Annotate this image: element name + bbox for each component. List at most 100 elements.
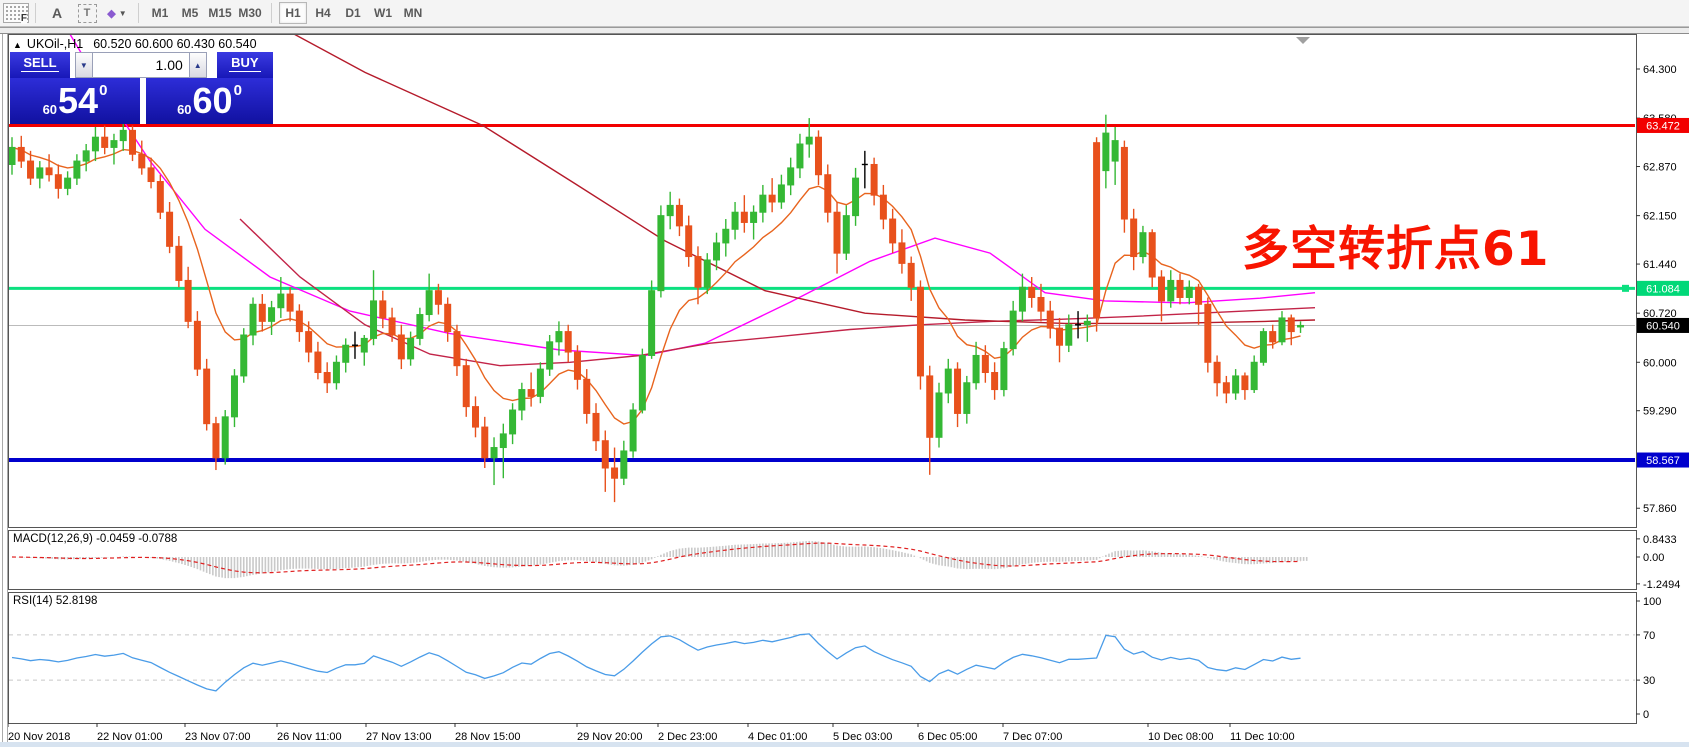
candle-body xyxy=(1250,361,1258,391)
hline-handle[interactable] xyxy=(1622,284,1629,292)
timeframe-button-M1[interactable]: M1 xyxy=(151,6,169,20)
timeframe-button-M30[interactable]: M30 xyxy=(238,6,262,20)
buy-button[interactable]: BUY xyxy=(216,52,273,78)
candle-body xyxy=(1222,382,1230,394)
window-splitter[interactable] xyxy=(0,27,1689,34)
volume-increase-button[interactable]: ▲ xyxy=(188,52,207,78)
time-tick-label: 7 Dec 07:00 xyxy=(1003,731,1062,743)
rsi-tick-label: 70 xyxy=(1643,630,1655,642)
macd-signal-line xyxy=(11,542,1301,574)
sell-price-display[interactable]: 60 54 0 xyxy=(10,78,140,124)
candle-body xyxy=(601,440,609,469)
candle-body xyxy=(1130,218,1138,258)
timeframe-button-H4[interactable]: H4 xyxy=(315,6,331,20)
time-tick-label: 29 Nov 20:00 xyxy=(577,731,642,743)
candle-body xyxy=(1018,286,1026,312)
candle-body xyxy=(45,167,53,176)
text-label-icon[interactable]: A xyxy=(51,5,63,21)
volume-decrease-button[interactable]: ▼ xyxy=(74,52,93,78)
chart-shift-marker-icon[interactable] xyxy=(1296,37,1310,44)
symbol-label: UKOil-,H1 xyxy=(26,37,84,51)
macd-tick-label: 0.8433 xyxy=(1643,534,1677,546)
price-tag-label: 60.540 xyxy=(1646,320,1680,332)
volume-input[interactable] xyxy=(92,52,189,78)
candle-body xyxy=(1195,286,1203,305)
price-tick-label: 60.000 xyxy=(1643,357,1677,369)
candle-body xyxy=(138,153,146,169)
candle-body xyxy=(611,467,619,479)
buy-price-small: 60 xyxy=(177,102,192,117)
candle-body xyxy=(193,320,201,370)
candle-body xyxy=(1000,348,1008,391)
candle-body xyxy=(1259,331,1267,363)
candle-body xyxy=(472,406,479,428)
time-tick-label: 26 Nov 11:00 xyxy=(277,731,342,743)
timeframe-button-M15[interactable]: M15 xyxy=(208,6,232,20)
candle-body xyxy=(777,184,785,203)
status-strip xyxy=(0,742,1689,747)
candle-body xyxy=(388,317,396,336)
candle-body xyxy=(268,307,276,322)
candle-body xyxy=(685,225,693,258)
price-tag-label: 63.472 xyxy=(1646,120,1680,132)
candle-body xyxy=(342,344,350,363)
candle-body xyxy=(1278,317,1286,343)
macd-panel xyxy=(8,530,1637,590)
toolbar-separator xyxy=(271,3,272,23)
candle-body xyxy=(166,211,174,247)
sell-button[interactable]: SELL xyxy=(10,52,70,78)
candle-body xyxy=(722,228,730,244)
candle-body xyxy=(462,365,470,408)
candle-body xyxy=(314,351,322,374)
candle-body xyxy=(360,337,368,353)
annotation-text[interactable]: 多空转折点61 xyxy=(1242,222,1550,277)
timeframe-button-M5[interactable]: M5 xyxy=(181,6,199,20)
candle-body xyxy=(1185,286,1193,298)
candle-body xyxy=(1241,375,1249,391)
candle-body xyxy=(481,426,489,459)
candle-body xyxy=(1148,232,1156,278)
candle-body xyxy=(870,163,878,196)
timeframe-button-MN[interactable]: MN xyxy=(403,6,423,20)
shapes-dropdown-icon[interactable]: ◆ ▼ xyxy=(103,2,131,24)
candle-body xyxy=(332,361,340,384)
rsi-tick-label: 30 xyxy=(1643,675,1655,687)
sell-button-label: SELL xyxy=(21,55,59,72)
candle-body xyxy=(703,259,711,288)
candle-body xyxy=(305,331,313,353)
candle-body xyxy=(824,174,832,213)
candle-body xyxy=(184,279,192,322)
text-box-icon[interactable]: T xyxy=(73,2,101,24)
buy-price-sup: 0 xyxy=(233,82,242,99)
time-tick-label: 11 Dec 10:00 xyxy=(1230,731,1295,743)
candle-body xyxy=(583,378,591,414)
timeframe-button-H1[interactable]: H1 xyxy=(279,2,307,24)
ma-mid-line xyxy=(69,35,1316,357)
triangle-marker-icon: ▲ xyxy=(13,40,22,50)
buy-price-display[interactable]: 60 60 0 xyxy=(146,78,273,124)
candle-body xyxy=(1102,132,1110,172)
chart-grid-f-icon[interactable]: F xyxy=(3,3,29,24)
candle-body xyxy=(573,351,581,380)
candle-body xyxy=(36,167,44,179)
candle-body xyxy=(425,290,433,316)
candle-body xyxy=(935,392,943,438)
candle-body xyxy=(221,416,229,459)
candle-body xyxy=(1028,286,1036,298)
macd-header: MACD(12,26,9) -0.0459 -0.0788 xyxy=(13,533,177,545)
candle-body xyxy=(564,331,572,353)
price-tag xyxy=(1637,280,1689,296)
timeframe-button-W1[interactable]: W1 xyxy=(374,6,392,20)
window-left-edge xyxy=(2,34,8,742)
chart-grid-f-label: F xyxy=(20,13,27,24)
candle-body xyxy=(518,389,526,411)
price-tick-label: 62.870 xyxy=(1643,162,1677,174)
candle-body xyxy=(397,334,405,360)
rsi-header: RSI(14) 52.8198 xyxy=(13,595,97,607)
timeframe-button-D1[interactable]: D1 xyxy=(345,6,361,20)
time-tick-label: 4 Dec 01:00 xyxy=(748,731,807,743)
toolbar-separator xyxy=(138,3,139,23)
time-tick-label: 5 Dec 03:00 xyxy=(833,731,892,743)
price-tick-label: 57.860 xyxy=(1643,503,1677,515)
